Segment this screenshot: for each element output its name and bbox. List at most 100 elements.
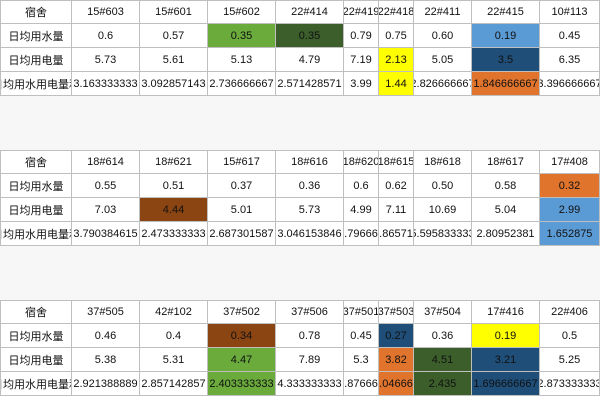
value-cell[interactable]: 2.826666667 bbox=[414, 72, 472, 96]
dorm-id-cell[interactable]: 18#618 bbox=[414, 150, 472, 174]
dorm-id-cell[interactable]: 37#506 bbox=[276, 300, 344, 324]
value-cell[interactable]: 0.19 bbox=[472, 324, 540, 348]
dorm-id-cell[interactable]: 37#501 bbox=[344, 300, 379, 324]
value-cell[interactable]: 0.78 bbox=[276, 324, 344, 348]
dorm-id-cell[interactable]: 15#603 bbox=[72, 0, 140, 24]
value-cell[interactable]: 0.51 bbox=[140, 174, 208, 198]
value-cell[interactable]: 2.13 bbox=[379, 48, 414, 72]
value-cell[interactable]: 0.60 bbox=[414, 24, 472, 48]
value-cell[interactable]: 0.62 bbox=[379, 174, 414, 198]
value-cell[interactable]: 5.01 bbox=[208, 198, 276, 222]
value-cell[interactable]: 5.13 bbox=[208, 48, 276, 72]
dorm-id-cell[interactable]: 18#614 bbox=[72, 150, 140, 174]
dorm-id-cell[interactable]: 17#416 bbox=[472, 300, 540, 324]
value-cell[interactable]: 5.04 bbox=[472, 198, 540, 222]
dorm-id-cell[interactable]: 18#621 bbox=[140, 150, 208, 174]
header-label-cell[interactable]: 宿舍 bbox=[0, 0, 72, 24]
value-cell[interactable]: 2.046667 bbox=[379, 372, 414, 396]
value-cell[interactable]: 4.47 bbox=[208, 348, 276, 372]
value-cell[interactable]: 0.75 bbox=[379, 24, 414, 48]
dorm-id-cell[interactable]: 22#411 bbox=[414, 0, 472, 24]
row-label-cell[interactable]: 日均用水用电量和 bbox=[0, 72, 72, 96]
value-cell[interactable]: 3.99 bbox=[344, 72, 379, 96]
row-label-cell[interactable]: 日均用水用电量和 bbox=[0, 372, 72, 396]
value-cell[interactable]: 5.38 bbox=[72, 348, 140, 372]
value-cell[interactable]: 5.3 bbox=[344, 348, 379, 372]
value-cell[interactable]: 3.790384615 bbox=[72, 222, 140, 246]
value-cell[interactable]: 1.652875 bbox=[540, 222, 600, 246]
value-cell[interactable]: 6.35 bbox=[540, 48, 600, 72]
dorm-id-cell[interactable]: 37#502 bbox=[208, 300, 276, 324]
value-cell[interactable]: 5.25 bbox=[540, 348, 600, 372]
dorm-id-cell[interactable]: 37#504 bbox=[414, 300, 472, 324]
value-cell[interactable]: 0.34 bbox=[208, 324, 276, 348]
dorm-id-cell[interactable]: 22#418 bbox=[379, 0, 414, 24]
value-cell[interactable]: 2.473333333 bbox=[140, 222, 208, 246]
value-cell[interactable]: 5.595833333 bbox=[414, 222, 472, 246]
value-cell[interactable]: 4.333333333 bbox=[276, 372, 344, 396]
value-cell[interactable]: 4.99 bbox=[344, 198, 379, 222]
header-label-cell[interactable]: 宿舍 bbox=[0, 150, 72, 174]
dorm-id-cell[interactable]: 18#620 bbox=[344, 150, 379, 174]
value-cell[interactable]: 1.44 bbox=[379, 72, 414, 96]
value-cell[interactable]: 2.921388889 bbox=[72, 372, 140, 396]
row-label-cell[interactable]: 日均用电量 bbox=[0, 48, 72, 72]
value-cell[interactable]: 0.4 bbox=[140, 324, 208, 348]
row-label-cell[interactable]: 日均用电量 bbox=[0, 198, 72, 222]
dorm-id-cell[interactable]: 18#615 bbox=[379, 150, 414, 174]
value-cell[interactable]: 2.99 bbox=[540, 198, 600, 222]
value-cell[interactable]: 0.32 bbox=[540, 174, 600, 198]
value-cell[interactable]: 2.80952381 bbox=[472, 222, 540, 246]
value-cell[interactable]: 3.092857143 bbox=[140, 72, 208, 96]
value-cell[interactable]: 3.21 bbox=[472, 348, 540, 372]
value-cell[interactable]: 0.6 bbox=[344, 174, 379, 198]
value-cell[interactable]: 0.55 bbox=[72, 174, 140, 198]
value-cell[interactable]: 0.35 bbox=[208, 24, 276, 48]
dorm-id-cell[interactable]: 15#602 bbox=[208, 0, 276, 24]
value-cell[interactable]: 5.73 bbox=[72, 48, 140, 72]
dorm-id-cell[interactable]: 15#601 bbox=[140, 0, 208, 24]
value-cell[interactable]: 2.403333333 bbox=[208, 372, 276, 396]
value-cell[interactable]: 2.796667 bbox=[344, 222, 379, 246]
value-cell[interactable]: 0.50 bbox=[414, 174, 472, 198]
value-cell[interactable]: 4.79 bbox=[276, 48, 344, 72]
value-cell[interactable]: 3.046153846 bbox=[276, 222, 344, 246]
dorm-id-cell[interactable]: 37#503 bbox=[379, 300, 414, 324]
value-cell[interactable]: 0.36 bbox=[276, 174, 344, 198]
dorm-id-cell[interactable]: 22#406 bbox=[540, 300, 600, 324]
header-label-cell[interactable]: 宿舍 bbox=[0, 300, 72, 324]
value-cell[interactable]: 5.05 bbox=[414, 48, 472, 72]
dorm-id-cell[interactable]: 17#408 bbox=[540, 150, 600, 174]
value-cell[interactable]: 1.696666667 bbox=[472, 372, 540, 396]
value-cell[interactable]: 3.396666667 bbox=[540, 72, 600, 96]
value-cell[interactable]: 0.79 bbox=[344, 24, 379, 48]
value-cell[interactable]: 0.6 bbox=[72, 24, 140, 48]
value-cell[interactable]: 3.163333333 bbox=[72, 72, 140, 96]
dorm-id-cell[interactable]: 18#616 bbox=[276, 150, 344, 174]
value-cell[interactable]: 10.69 bbox=[414, 198, 472, 222]
value-cell[interactable]: 0.57 bbox=[140, 24, 208, 48]
value-cell[interactable]: 2.435 bbox=[414, 372, 472, 396]
value-cell[interactable]: 5.73 bbox=[276, 198, 344, 222]
value-cell[interactable]: 0.36 bbox=[414, 324, 472, 348]
value-cell[interactable]: 2.571428571 bbox=[276, 72, 344, 96]
value-cell[interactable]: 7.89 bbox=[276, 348, 344, 372]
dorm-id-cell[interactable]: 22#414 bbox=[276, 0, 344, 24]
value-cell[interactable]: 2.857142857 bbox=[140, 372, 208, 396]
value-cell[interactable]: 7.11 bbox=[379, 198, 414, 222]
dorm-id-cell[interactable]: 10#113 bbox=[540, 0, 600, 24]
row-label-cell[interactable]: 日均用水量 bbox=[0, 324, 72, 348]
dorm-id-cell[interactable]: 15#617 bbox=[208, 150, 276, 174]
value-cell[interactable]: 2.687301587 bbox=[208, 222, 276, 246]
value-cell[interactable]: 1.846666667 bbox=[472, 72, 540, 96]
dorm-id-cell[interactable]: 22#415 bbox=[472, 0, 540, 24]
dorm-id-cell[interactable]: 22#419 bbox=[344, 0, 379, 24]
value-cell[interactable]: 0.27 bbox=[379, 324, 414, 348]
value-cell[interactable]: 7.03 bbox=[72, 198, 140, 222]
value-cell[interactable]: 7.19 bbox=[344, 48, 379, 72]
row-label-cell[interactable]: 日均用电量 bbox=[0, 348, 72, 372]
value-cell[interactable]: 4.51 bbox=[414, 348, 472, 372]
value-cell[interactable]: 0.5 bbox=[540, 324, 600, 348]
row-label-cell[interactable]: 日均用水量 bbox=[0, 24, 72, 48]
value-cell[interactable]: 0.46 bbox=[72, 324, 140, 348]
